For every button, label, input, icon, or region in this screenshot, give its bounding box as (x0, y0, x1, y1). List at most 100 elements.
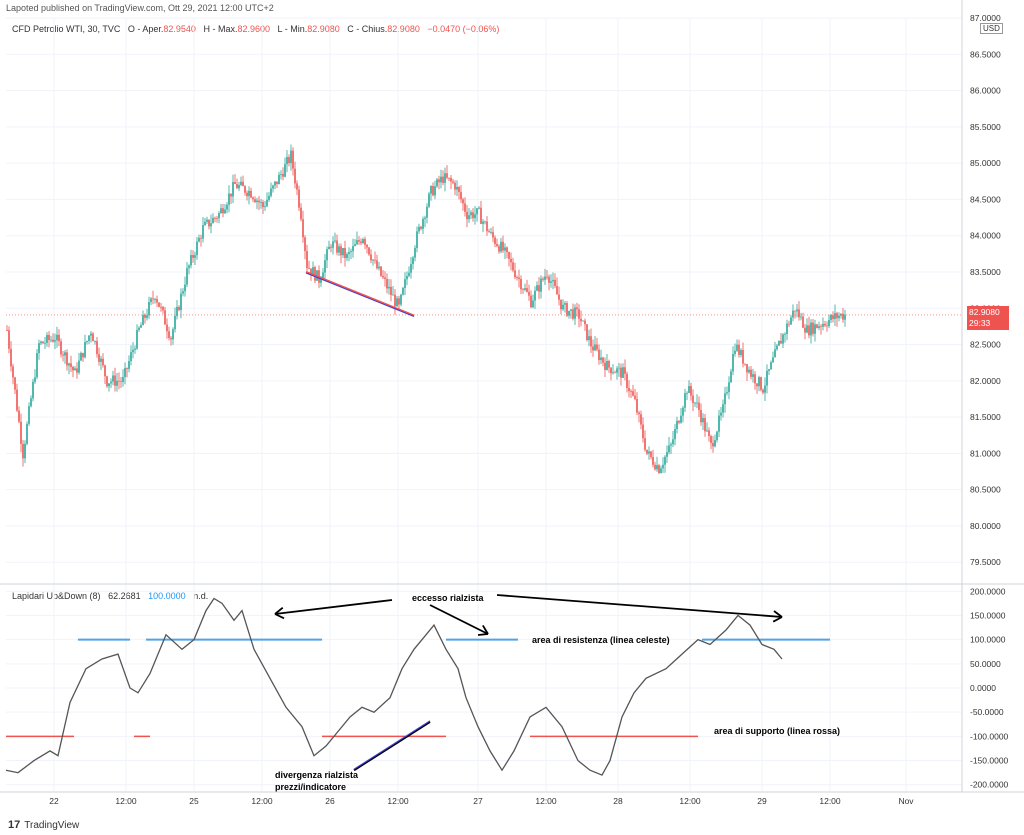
candle-body (794, 310, 796, 312)
annotation-label: area di resistenza (linea celeste) (532, 635, 670, 645)
candle-body (638, 412, 640, 415)
candle-body (282, 174, 284, 177)
candle-body (636, 399, 638, 413)
candle-body (432, 185, 434, 196)
candle-body (30, 398, 32, 407)
candle-body (562, 304, 564, 310)
candle-body (588, 336, 590, 341)
candle-body (140, 325, 142, 328)
candle-body (698, 402, 700, 411)
candle-body (384, 277, 386, 280)
candle-body (530, 295, 532, 308)
candle-body (568, 310, 570, 316)
time-tick-label: 22 (49, 796, 59, 806)
annotation-arrow (429, 604, 489, 635)
candle-body (746, 364, 748, 373)
candle-body (60, 341, 62, 355)
candle-body (668, 445, 670, 453)
candle-body (696, 402, 698, 404)
candle-body (352, 246, 354, 252)
candle-body (218, 213, 220, 219)
price-tick-label: 81.5000 (970, 412, 1001, 422)
candle-body (172, 329, 174, 340)
candle-body (424, 217, 426, 219)
candle-body (210, 223, 212, 227)
time-tick-label: 28 (613, 796, 623, 806)
candle-body (366, 244, 368, 248)
candle-body (380, 266, 382, 276)
price-tick-label: 80.5000 (970, 485, 1001, 495)
candle-body (222, 208, 224, 214)
candle-body (798, 309, 800, 318)
candle-body (266, 199, 268, 207)
candle-body (194, 255, 196, 258)
candle-body (250, 190, 252, 198)
candle-body (106, 376, 108, 387)
candle-body (206, 219, 208, 222)
candle-body (590, 336, 592, 347)
candle-body (44, 342, 46, 344)
candle-body (70, 363, 72, 367)
candle-body (42, 341, 44, 344)
indicator-tick-label: -100.0000 (970, 731, 1009, 741)
candle-body (680, 415, 682, 423)
candle-body (174, 315, 176, 330)
candle-body (388, 286, 390, 289)
arrow-head (773, 610, 783, 618)
currency-badge: USD (980, 23, 1003, 34)
candle-body (460, 192, 462, 200)
candle-body (46, 334, 48, 343)
candle-body (406, 275, 408, 280)
candle-body (290, 150, 292, 164)
candle-body (260, 202, 262, 203)
candle-body (710, 436, 712, 443)
candle-body (622, 367, 624, 378)
candle-body (842, 313, 844, 320)
candle-body (674, 428, 676, 440)
time-tick-label: 12:00 (387, 796, 409, 806)
footer: 17 TradingView (8, 819, 79, 831)
candle-body (818, 326, 820, 328)
candle-body (18, 410, 20, 422)
candle-body (342, 247, 344, 256)
candle-body (304, 237, 306, 252)
time-tick-label: Nov (898, 796, 914, 806)
candle-body (648, 451, 650, 454)
last-price-value: 82.9080 (969, 307, 1000, 317)
candle-body (20, 421, 22, 444)
annotation-label: prezzi/indicatore (275, 782, 346, 792)
candle-body (478, 207, 480, 209)
candle-body (338, 246, 340, 253)
candle-body (702, 418, 704, 423)
candle-body (764, 385, 766, 393)
candle-body (234, 182, 236, 184)
candle-body (524, 288, 526, 290)
candle-body (686, 392, 688, 394)
candle-body (112, 375, 114, 382)
candle-body (772, 357, 774, 363)
candle-body (26, 423, 28, 444)
candle-body (504, 247, 506, 251)
candle-body (522, 289, 524, 291)
candle-body (640, 414, 642, 425)
candle-body (126, 368, 128, 369)
time-tick-label: 12:00 (679, 796, 701, 806)
candle-body (600, 357, 602, 361)
candle-body (760, 377, 762, 390)
candle-body (626, 373, 628, 388)
candle-body (726, 392, 728, 394)
candle-body (98, 354, 100, 362)
candle-body (122, 377, 124, 382)
candle-body (370, 254, 372, 261)
candle-body (428, 193, 430, 207)
candle-body (224, 209, 226, 214)
candle-body (802, 316, 804, 328)
candle-body (158, 302, 160, 307)
low-label: L - Min. (277, 24, 308, 34)
candle-body (706, 430, 708, 432)
candle-body (192, 255, 194, 258)
candle-body (132, 349, 134, 353)
candle-body (16, 389, 18, 411)
candle-body (118, 380, 120, 382)
